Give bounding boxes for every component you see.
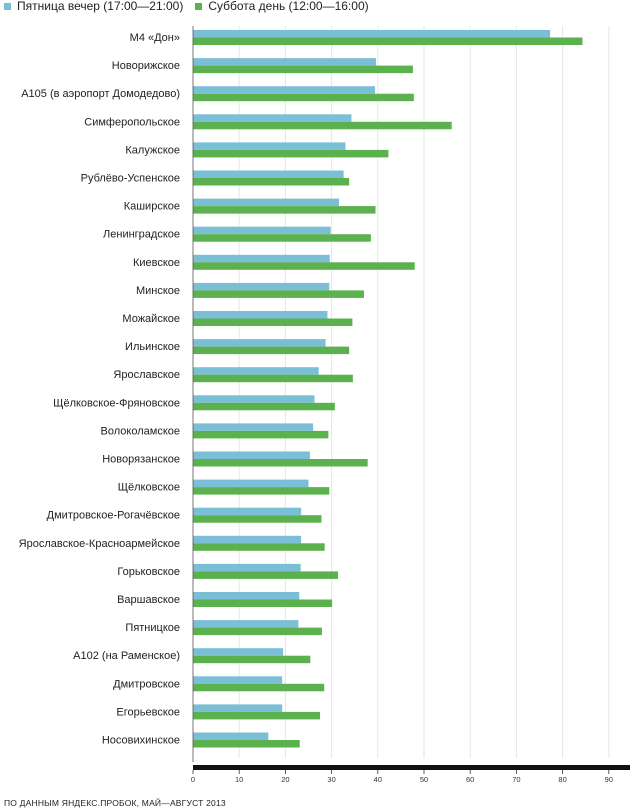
bar-saturday-day — [193, 178, 350, 186]
bar-friday-evening — [193, 142, 346, 150]
x-tick-label: 10 — [235, 775, 243, 784]
category-label: А102 (на Раменское) — [73, 650, 180, 662]
category-label: Ярославское-Красноармейское — [19, 538, 180, 550]
bar-saturday-day — [193, 543, 325, 551]
category-label: М4 «Дон» — [130, 32, 180, 44]
category-label: Пятницкое — [125, 622, 180, 634]
legend-swatch-friday — [4, 2, 11, 10]
bar-saturday-day — [193, 65, 413, 74]
bar-saturday-day — [193, 318, 353, 326]
category-label: Носовихинское — [102, 735, 180, 747]
x-tick-label: 80 — [558, 775, 566, 784]
bar-friday-evening — [193, 114, 352, 122]
bar-saturday-day — [193, 37, 583, 45]
bar-saturday-day — [193, 374, 353, 383]
x-tick-label: 70 — [512, 775, 520, 784]
bar-saturday-day — [193, 683, 325, 692]
bar-friday-evening — [193, 86, 376, 94]
bar-saturday-day — [193, 149, 389, 158]
category-label: Новорязанское — [102, 454, 180, 466]
x-tick-label: 40 — [374, 775, 382, 784]
category-label: Волоколамское — [101, 425, 180, 437]
category-label: Щёлковское-Фряновское — [53, 397, 180, 409]
bar-saturday-day — [193, 711, 321, 720]
bar-friday-evening — [193, 704, 283, 712]
bar-saturday-day — [193, 93, 414, 102]
bar-friday-evening — [193, 732, 269, 740]
bar-saturday-day — [193, 430, 329, 439]
category-label: Ярославское — [113, 369, 180, 381]
bar-friday-evening — [193, 535, 302, 544]
category-label: Дмитровское — [113, 678, 180, 690]
legend-item-friday: Пятница вечер (17:00—21:00) — [4, 0, 183, 13]
bar-friday-evening — [193, 254, 330, 263]
bar-friday-evening — [193, 395, 315, 403]
bar-friday-evening — [193, 592, 300, 600]
bar-saturday-day — [193, 121, 452, 130]
bar-saturday-day — [193, 627, 322, 636]
bar-saturday-day — [193, 655, 311, 664]
category-label: Минское — [136, 285, 180, 297]
bar-saturday-day — [193, 206, 376, 214]
legend-swatch-saturday — [195, 2, 203, 10]
category-label: Можайское — [122, 313, 180, 325]
bar-friday-evening — [193, 339, 326, 347]
category-label: Егорьевское — [116, 706, 180, 718]
bar-friday-evening — [193, 451, 310, 459]
bar-saturday-day — [193, 459, 368, 467]
bar-friday-evening — [193, 311, 328, 319]
bar-saturday-day — [193, 262, 415, 270]
legend-label-saturday: Суббота день (12:00—16:00) — [208, 0, 369, 13]
category-label: А105 (в аэропорт Домодедово) — [21, 88, 180, 100]
category-label: Новорижское — [112, 60, 180, 72]
source-note: ПО ДАННЫМ ЯНДЕКС.ПРОБОК, МАЙ—АВГУСТ 2013 — [4, 798, 226, 808]
category-label: Каширское — [124, 201, 180, 213]
category-label: Варшавское — [117, 594, 180, 606]
bar-friday-evening — [193, 676, 283, 684]
bar-friday-evening — [193, 367, 319, 375]
bar-saturday-day — [193, 515, 322, 523]
bar-friday-evening — [193, 563, 301, 572]
category-label: Симферопольское — [84, 116, 180, 128]
category-label: Ленинградское — [103, 229, 180, 241]
category-label: Дмитровское-Рогачёвское — [47, 510, 180, 522]
bar-saturday-day — [193, 599, 333, 607]
bar-friday-evening — [193, 282, 330, 291]
x-axis-bar — [193, 765, 630, 770]
bar-friday-evening — [193, 58, 376, 66]
x-tick-label: 30 — [327, 775, 335, 784]
x-tick-label: 0 — [191, 775, 195, 784]
legend-item-saturday: Суббота день (12:00—16:00) — [195, 0, 369, 13]
category-label: Калужское — [125, 144, 180, 156]
x-tick-label: 20 — [281, 775, 289, 784]
bar-saturday-day — [193, 487, 330, 495]
bar-saturday-day — [193, 290, 364, 298]
category-label: Щёлковское — [118, 482, 180, 494]
category-label: Рублёво-Успенское — [81, 173, 180, 185]
bar-friday-evening — [193, 170, 344, 178]
bar-friday-evening — [193, 423, 314, 431]
bar-friday-evening — [193, 648, 284, 656]
bar-friday-evening — [193, 507, 302, 516]
chart-legend: Пятница вечер (17:00—21:00) Суббота день… — [4, 0, 381, 13]
bar-saturday-day — [193, 346, 350, 355]
x-tick-label: 90 — [605, 775, 613, 784]
category-label: Горьковское — [117, 566, 180, 578]
bar-friday-evening — [193, 479, 309, 488]
legend-label-friday: Пятница вечер (17:00—21:00) — [17, 0, 184, 13]
bar-saturday-day — [193, 740, 300, 748]
bar-friday-evening — [193, 226, 331, 235]
category-label: Ильинское — [125, 341, 180, 353]
bar-saturday-day — [193, 571, 339, 579]
bar-friday-evening — [193, 30, 551, 38]
x-tick-label: 50 — [420, 775, 428, 784]
bar-friday-evening — [193, 198, 339, 207]
bar-saturday-day — [193, 234, 371, 242]
bar-friday-evening — [193, 620, 299, 628]
category-label: Киевское — [133, 257, 180, 269]
bar-saturday-day — [193, 402, 335, 411]
x-tick-label: 60 — [466, 775, 474, 784]
